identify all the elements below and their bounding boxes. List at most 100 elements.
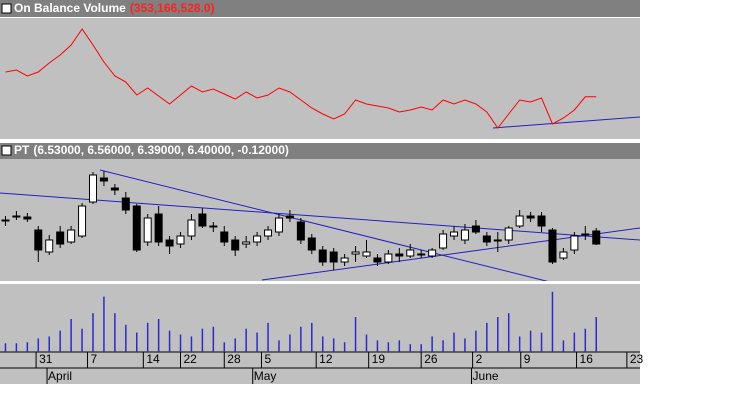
- x-tick-label: 9: [524, 352, 531, 366]
- candle-body: [231, 239, 240, 251]
- volume-bar: [136, 332, 138, 352]
- volume-bar: [15, 343, 18, 352]
- volume-bar: [431, 336, 433, 352]
- candle-body: [570, 235, 579, 251]
- candle-body: [45, 239, 54, 253]
- candle-body: [482, 235, 491, 243]
- candle-body: [504, 227, 513, 241]
- candle-body: [154, 213, 163, 243]
- candle-body: [559, 251, 568, 259]
- panel-background: [0, 18, 640, 139]
- candle-body: [253, 235, 262, 243]
- volume-bar: [497, 317, 499, 352]
- candle-body: [548, 229, 557, 263]
- volume-bar: [343, 342, 346, 352]
- candle-body: [121, 197, 130, 211]
- volume-bar: [179, 334, 182, 352]
- candle-body: [198, 213, 207, 227]
- volume-bar: [92, 313, 94, 352]
- panel-icon: [1, 3, 12, 14]
- volume-bar: [409, 344, 412, 352]
- candle-body: [428, 249, 437, 257]
- volume-bar: [70, 318, 72, 352]
- x-tick-label: 2: [476, 352, 483, 366]
- candle-body: [56, 231, 65, 245]
- volume-bar: [114, 313, 116, 352]
- candle-body: [384, 253, 393, 263]
- volume-bar: [201, 328, 204, 352]
- volume-bar: [365, 334, 368, 352]
- volume-bar: [562, 340, 565, 352]
- separator: [0, 281, 640, 284]
- volume-bar: [529, 330, 532, 352]
- panel-title: On Balance Volume: [14, 1, 126, 15]
- candle-body: [395, 253, 404, 257]
- x-tick-label: 5: [264, 352, 271, 366]
- candle-body: [460, 229, 469, 241]
- candle-body: [242, 241, 251, 245]
- candle-body: [132, 205, 141, 251]
- volume-bar: [442, 340, 444, 352]
- volume-bar: [551, 291, 554, 352]
- candle-body: [99, 177, 108, 182]
- candle-body: [176, 235, 185, 245]
- x-tick-label: 14: [146, 352, 160, 366]
- panel-header: [0, 0, 640, 17]
- candle-body: [67, 229, 76, 243]
- candle-body: [493, 239, 502, 242]
- candle-body: [209, 225, 218, 228]
- candle-body: [450, 231, 459, 237]
- x-tick-label: 31: [39, 352, 53, 366]
- candle-body: [78, 205, 87, 237]
- x-tick-label: 7: [91, 352, 98, 366]
- volume-bar: [507, 313, 510, 352]
- volume-bar: [245, 328, 247, 352]
- volume-bar: [168, 330, 171, 352]
- candle-body: [1, 219, 10, 222]
- month-label: April: [48, 369, 72, 383]
- x-tick-label: 22: [184, 352, 198, 366]
- candle-body: [406, 249, 415, 257]
- volume-bar: [420, 344, 422, 352]
- candle-body: [471, 225, 480, 233]
- panel-value: (353,166,528.0): [130, 1, 215, 15]
- volume-bar: [475, 330, 477, 352]
- volume-bar: [486, 322, 488, 352]
- candle-body: [34, 229, 43, 251]
- candle-body: [274, 217, 283, 233]
- trend-line: [492, 116, 641, 129]
- volume-bar: [584, 328, 587, 352]
- candle-body: [417, 253, 426, 256]
- x-tick-label: 26: [424, 352, 438, 366]
- volume-bar: [387, 342, 390, 352]
- separator: [0, 139, 640, 143]
- candle-body: [526, 215, 535, 219]
- candle-body: [110, 187, 119, 191]
- x-tick-label: 16: [580, 352, 594, 366]
- candle-body: [23, 216, 32, 220]
- x-tick-label: 19: [372, 352, 386, 366]
- candle-body: [285, 215, 294, 219]
- volume-bar: [518, 336, 521, 352]
- volume-bar: [48, 336, 50, 352]
- month-label: May: [254, 369, 277, 383]
- candle-body: [362, 251, 371, 257]
- volume-bar: [125, 324, 127, 352]
- volume-bar: [453, 332, 455, 352]
- volume-bar: [311, 322, 313, 352]
- volume-bar: [234, 338, 236, 352]
- volume-bar: [354, 317, 357, 352]
- volume-bar: [278, 340, 280, 352]
- candle-body: [220, 231, 229, 243]
- volume-bar: [540, 332, 543, 352]
- volume-bar: [26, 342, 29, 352]
- candle-body: [165, 239, 174, 247]
- volume-bar: [81, 328, 83, 352]
- volume-bar: [256, 332, 258, 352]
- obv-line: [5, 28, 597, 129]
- x-tick-label: 23: [630, 352, 644, 366]
- candle-body: [88, 174, 97, 203]
- candle-body: [12, 215, 21, 218]
